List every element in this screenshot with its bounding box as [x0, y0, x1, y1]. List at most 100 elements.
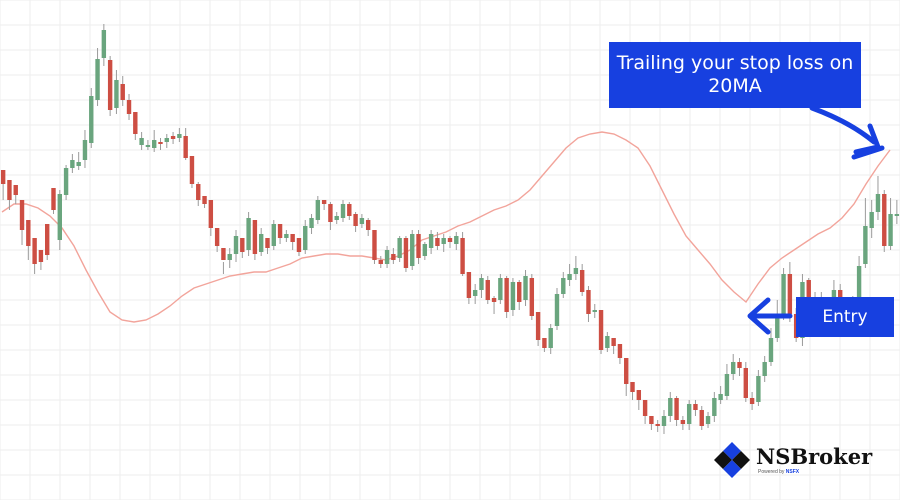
candle [479, 274, 484, 298]
candle [686, 400, 692, 430]
candle-body-down [806, 280, 811, 308]
candle [668, 392, 673, 422]
candle [592, 304, 597, 318]
candle [296, 238, 302, 256]
candle [787, 262, 793, 322]
candle [636, 390, 642, 410]
candle-body-down [630, 382, 635, 392]
candle-body-down [126, 100, 132, 114]
candle [101, 24, 107, 66]
candle [38, 250, 44, 270]
candle-body-down [0, 170, 6, 184]
candle [196, 182, 201, 206]
candle-body-up [781, 274, 786, 314]
candle [498, 274, 503, 304]
candle-body-up [762, 362, 767, 376]
candle-body-down [655, 424, 660, 426]
candle [170, 132, 176, 144]
candle [315, 196, 321, 224]
candle [781, 268, 786, 320]
candle [882, 190, 887, 252]
candle [0, 170, 6, 200]
candle [680, 416, 686, 430]
candle-body-up [89, 96, 94, 143]
candle-body-down [435, 238, 440, 246]
candle [894, 200, 900, 224]
candle-body-up [661, 416, 667, 426]
candle-body-up [756, 376, 761, 402]
candle-body-up [548, 328, 553, 348]
candle [504, 276, 509, 318]
candle-body-down [277, 224, 283, 238]
candle-body-down [636, 390, 642, 400]
candle [51, 188, 56, 214]
candle [674, 396, 679, 426]
candle [321, 200, 327, 210]
candle-body-down [466, 272, 472, 298]
candle-body-down [328, 204, 333, 222]
candle-body-down [214, 228, 220, 246]
candle [630, 382, 635, 400]
stop-arrow-pointer-icon [851, 145, 885, 160]
candle-body-up [340, 204, 346, 218]
candle-body-down [45, 224, 50, 255]
candle-body-up [894, 214, 900, 216]
candle-body-down [517, 282, 522, 302]
candle [573, 256, 579, 280]
candle-body-down [485, 280, 490, 300]
candle-body-up [309, 218, 314, 228]
candle [208, 200, 214, 236]
candle [177, 128, 182, 142]
candle-body-down [183, 136, 188, 158]
candle [70, 154, 75, 173]
candle-body-up [863, 226, 868, 264]
candle-body-down [296, 238, 302, 252]
candle-body-up [70, 160, 75, 168]
candle-body-up [57, 194, 62, 240]
candle-body-down [365, 220, 371, 230]
candle [655, 420, 660, 432]
candle-body-down [737, 362, 742, 368]
candle-body-down [749, 398, 755, 404]
candle [579, 264, 585, 296]
chart-header-text: ..... ...... ..... ..... ...... [30, 0, 116, 2]
candle-body-down [680, 420, 686, 424]
candle [510, 278, 516, 316]
candle-body-down [642, 400, 648, 416]
candles-group [0, 24, 900, 434]
candle-body-down [51, 188, 56, 210]
entry-arrow-icon [747, 297, 793, 335]
candle [32, 238, 37, 274]
candle-body-up [554, 294, 560, 326]
candle-body-down [598, 310, 604, 350]
candle [724, 364, 730, 400]
candle [82, 130, 88, 168]
candle [712, 392, 717, 422]
candle-body-down [542, 338, 547, 348]
candle-body-down [208, 200, 214, 228]
candle-body-up [177, 134, 182, 138]
candle [447, 236, 453, 248]
candle [158, 138, 163, 150]
candle-body-up [151, 140, 157, 148]
candle-body-up [875, 194, 881, 212]
candle [517, 280, 522, 310]
candle [258, 228, 264, 256]
candle-body-down [353, 214, 358, 226]
candle-body-up [441, 238, 446, 244]
candle-body-down [265, 238, 270, 248]
candle-body-up [686, 404, 692, 424]
candle-body-down [624, 358, 629, 384]
candle [617, 344, 623, 364]
candle [309, 214, 314, 234]
candle-body-up [705, 416, 711, 424]
callout-arrows [747, 105, 885, 335]
candle-body-up [498, 278, 503, 300]
candle [277, 224, 283, 244]
candle-body-down [693, 404, 698, 410]
candle-body-up [164, 138, 169, 142]
candle [491, 296, 497, 314]
candle [384, 246, 390, 268]
candle [535, 312, 541, 346]
candle-body-up [95, 59, 100, 100]
